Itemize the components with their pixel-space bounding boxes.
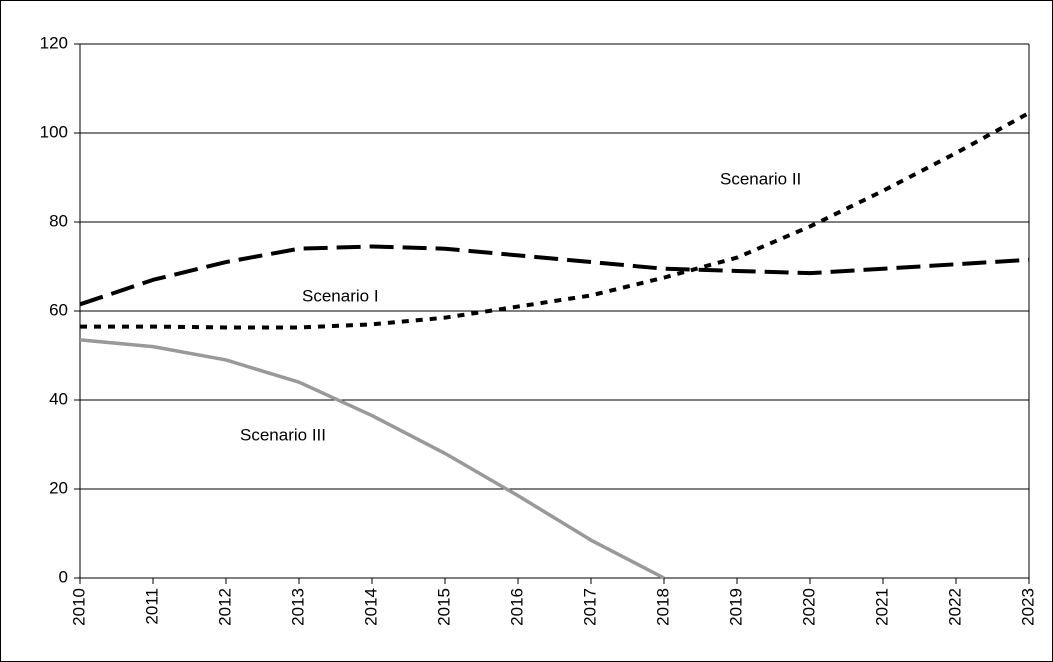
x-tick-label: 2013 [288, 588, 307, 626]
x-tick-label: 2019 [726, 588, 745, 626]
y-tick-label: 40 [49, 389, 68, 408]
x-tick-label: 2023 [1018, 588, 1037, 626]
x-tick-label: 2012 [215, 588, 234, 626]
series-label: Scenario I [302, 286, 379, 305]
y-tick-label: 60 [49, 300, 68, 319]
x-tick-label: 2010 [69, 588, 88, 626]
x-tick-label: 2020 [799, 588, 818, 626]
y-tick-label: 0 [59, 567, 68, 586]
series-label: Scenario II [720, 169, 801, 188]
y-tick-label: 20 [49, 478, 68, 497]
x-tick-label: 2016 [507, 588, 526, 626]
y-tick-label: 120 [40, 33, 68, 52]
x-tick-label: 2018 [653, 588, 672, 626]
series-line [80, 111, 1030, 330]
series-line [79, 338, 665, 580]
x-tick-label: 2022 [945, 588, 964, 626]
x-tick-label: 2011 [142, 588, 161, 625]
x-tick-label: 2017 [580, 588, 599, 626]
x-tick-label: 2021 [872, 588, 891, 626]
y-tick-label: 100 [40, 122, 68, 141]
series-label: Scenario III [240, 425, 326, 444]
y-tick-label: 80 [49, 211, 68, 230]
x-tick-label: 2014 [361, 588, 380, 626]
series-line [79, 244, 1030, 307]
x-tick-label: 2015 [434, 588, 453, 626]
